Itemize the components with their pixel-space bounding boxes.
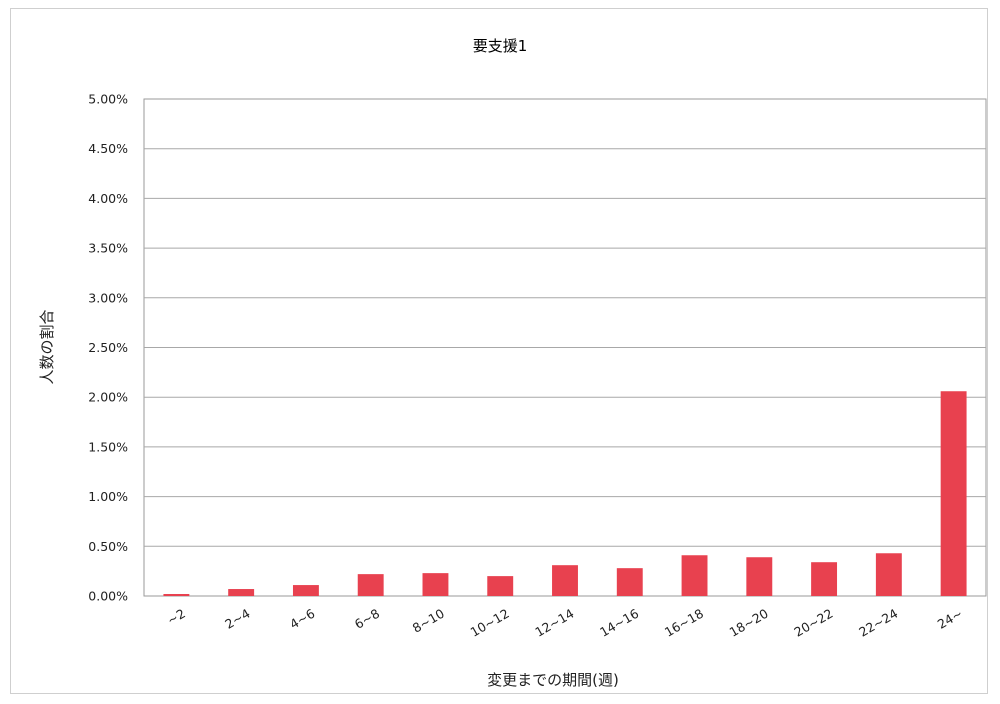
y-tick-label: 5.00%	[88, 92, 128, 107]
x-tick-label: 2~4	[222, 606, 252, 632]
bars	[163, 391, 967, 596]
chart-title: 要支援1	[473, 37, 528, 55]
bar-7	[616, 568, 643, 596]
y-tick-label: 1.00%	[88, 489, 128, 504]
x-tick-label: 24~	[935, 606, 965, 632]
bar-12	[940, 391, 967, 596]
bar-4	[422, 573, 449, 596]
x-tick-label: 14~16	[597, 606, 641, 640]
x-axis-label: 変更までの期間(週)	[487, 671, 619, 689]
y-tick-label: 2.50%	[88, 340, 128, 355]
y-tick-label: 4.00%	[88, 191, 128, 206]
x-tick-label: 20~22	[791, 606, 835, 640]
x-tick-label: 22~24	[856, 606, 900, 640]
y-axis-label: 人数の割合	[38, 309, 56, 384]
y-tick-label: 0.00%	[88, 589, 128, 604]
x-tick-labels: ~2 2~4 4~6 6~8 8~10 10~12 12~14 14~16 16~18 18~20…	[164, 606, 965, 640]
x-tick-label: 18~20	[727, 606, 771, 640]
bar-6	[552, 565, 578, 596]
gridlines	[143, 98, 987, 597]
x-tick-label: 4~6	[287, 606, 317, 632]
x-tick-label: 6~8	[352, 606, 382, 632]
y-tick-labels: 0.00% 0.50% 1.00% 1.50% 2.00% 2.50% 3.00% 3.50%…	[88, 92, 128, 604]
bar-1	[228, 589, 255, 596]
x-tick-label: 12~14	[532, 606, 576, 640]
x-tick-label: 8~10	[410, 606, 447, 636]
y-tick-label: 3.00%	[88, 290, 128, 305]
x-tick-label: 16~18	[662, 606, 706, 640]
y-tick-label: 1.50%	[88, 439, 128, 454]
bar-11	[875, 553, 902, 596]
bar-3	[357, 574, 384, 596]
bar-2	[292, 585, 319, 596]
y-tick-label: 3.50%	[88, 241, 128, 256]
bar-10	[811, 562, 838, 596]
bar-9	[746, 557, 773, 596]
x-tick-label: ~2	[164, 606, 187, 628]
x-tick-label: 10~12	[468, 606, 512, 640]
y-tick-label: 0.50%	[88, 539, 128, 554]
bar-5	[487, 576, 514, 596]
bar-8	[681, 555, 708, 596]
y-tick-label: 4.50%	[88, 141, 128, 156]
y-tick-label: 2.00%	[88, 390, 128, 405]
bar-0	[163, 594, 190, 596]
